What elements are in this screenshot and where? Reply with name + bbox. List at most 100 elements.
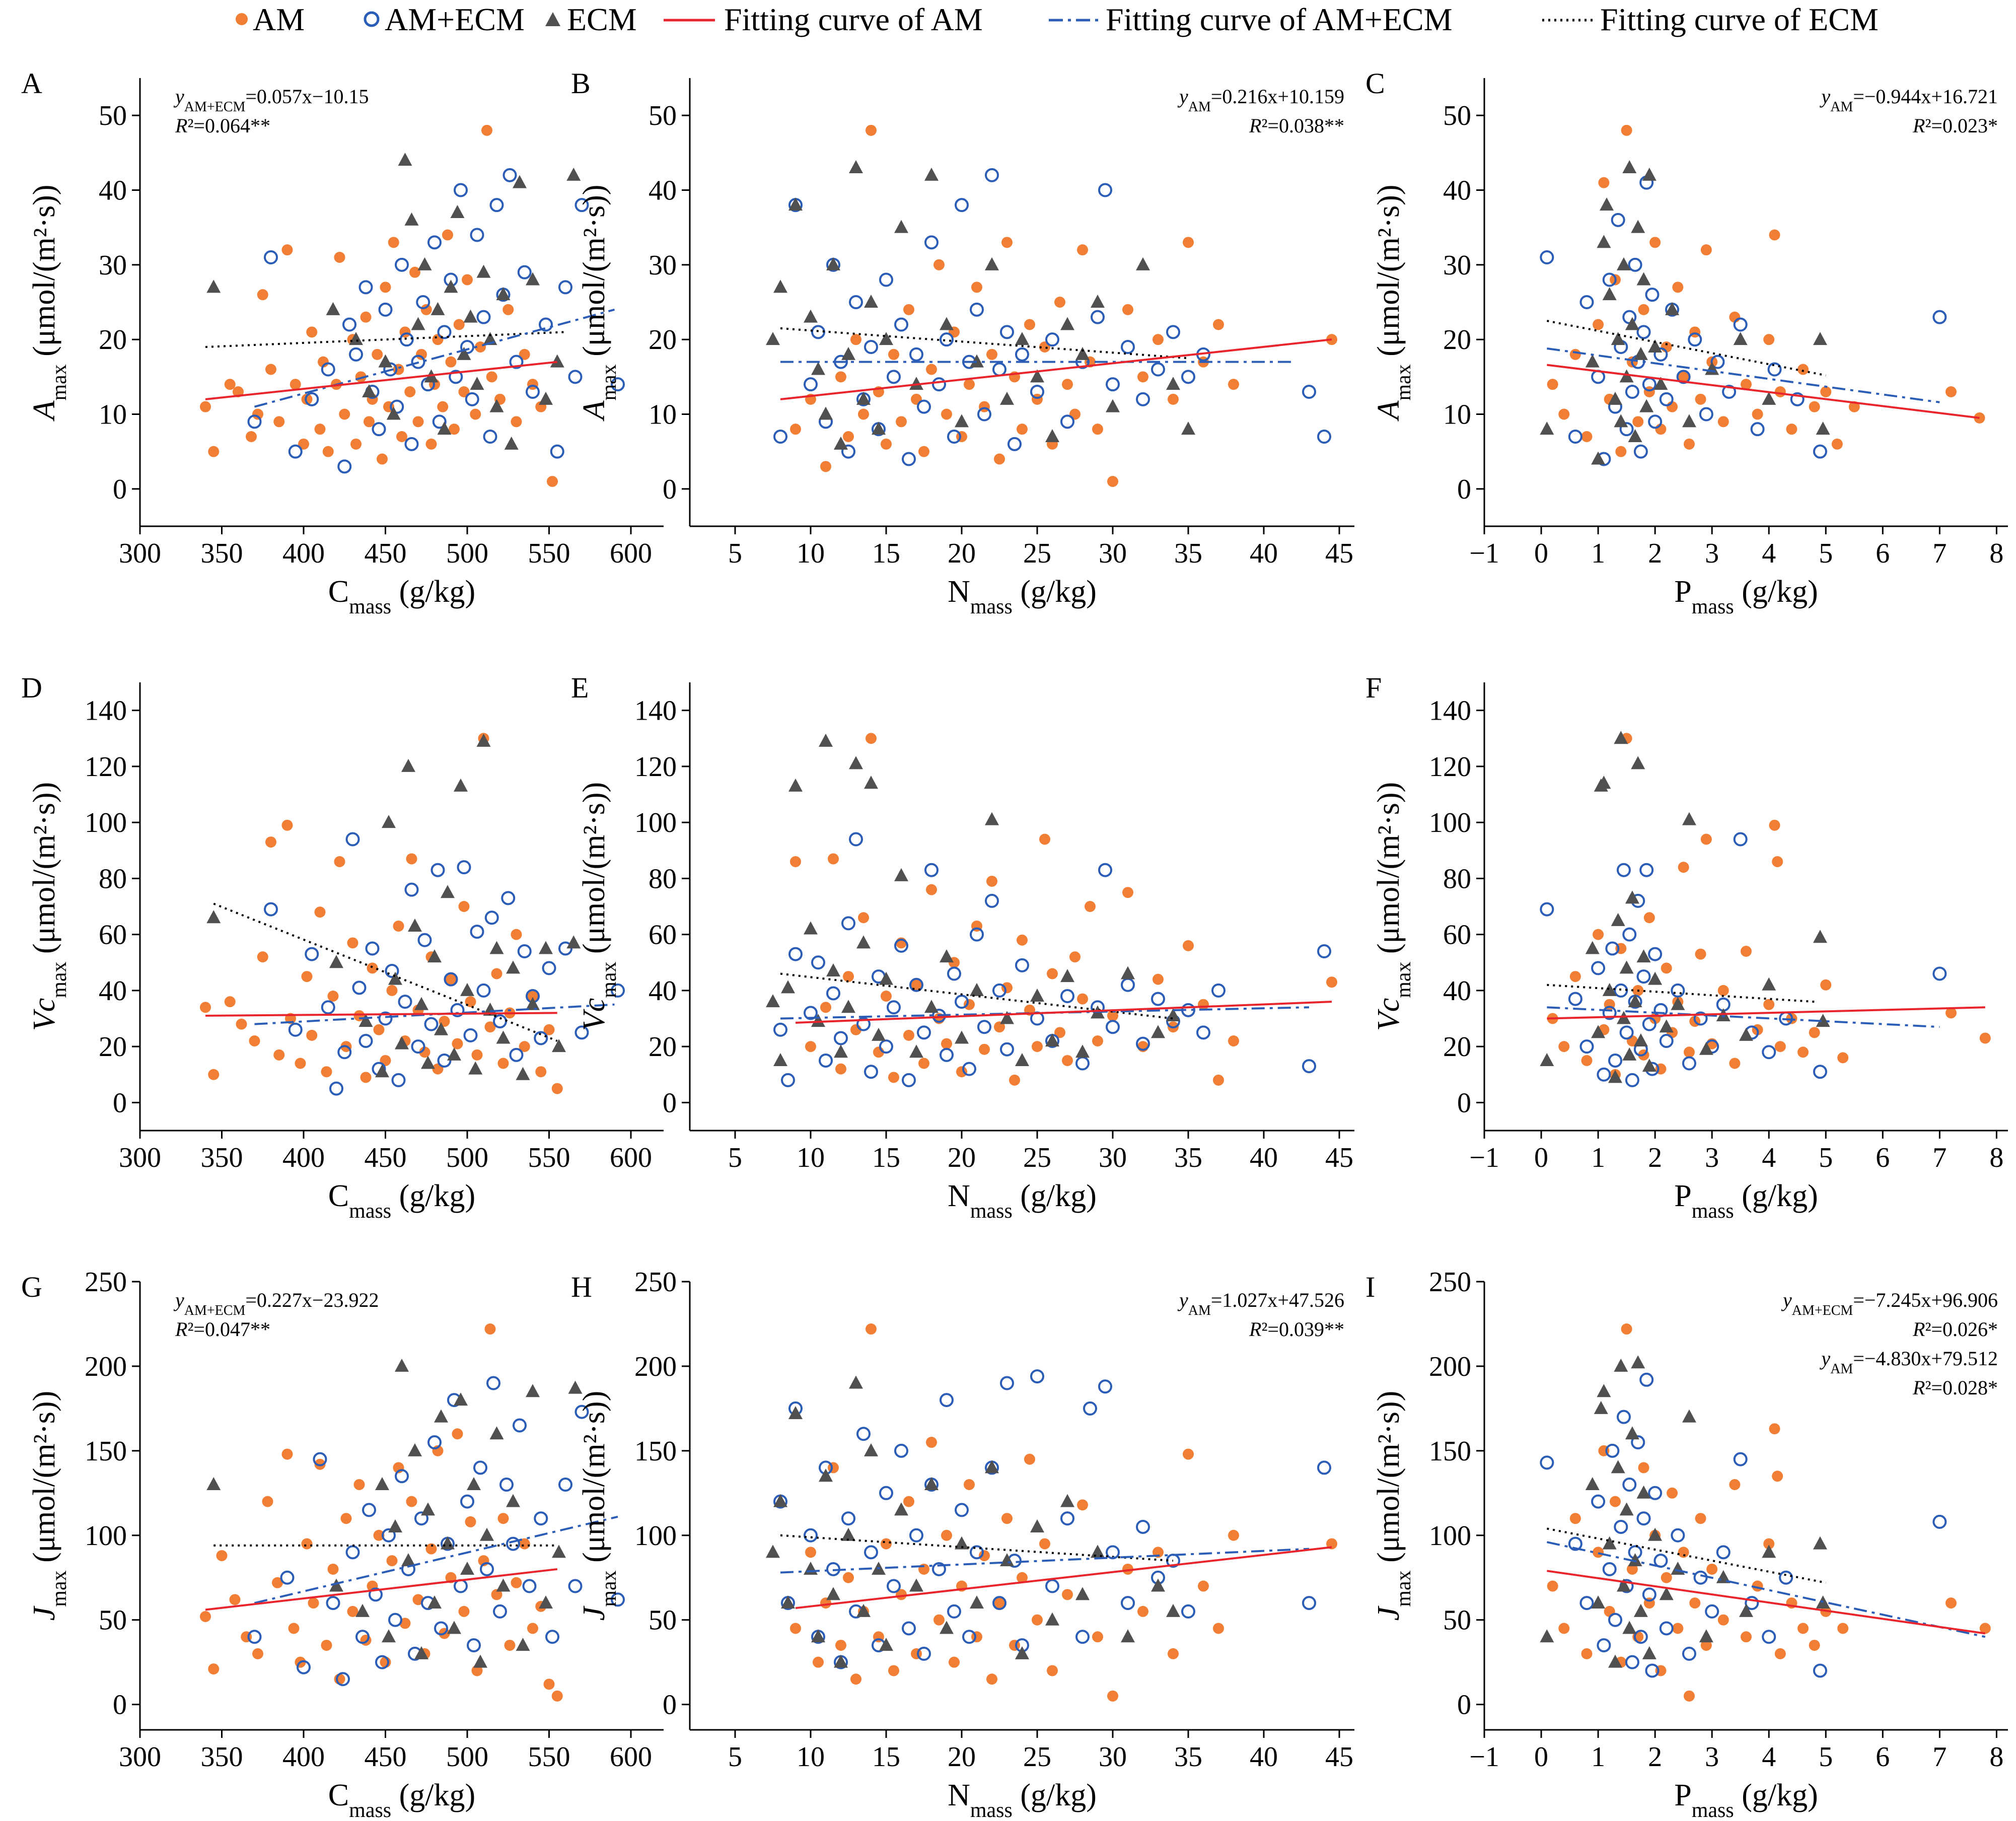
ecm-point xyxy=(1045,429,1059,442)
panel-letter: E xyxy=(571,671,589,704)
am-point xyxy=(1569,1513,1581,1524)
ecm-point xyxy=(1602,1536,1617,1550)
y-tick-label: 150 xyxy=(634,1436,677,1467)
amecm-point xyxy=(1602,1006,1617,1020)
am-point xyxy=(1643,912,1655,924)
am-point xyxy=(265,364,276,375)
am-point xyxy=(511,1577,522,1588)
ecm-point xyxy=(1739,1603,1753,1617)
ecm-point xyxy=(395,1358,409,1372)
x-tick-label: 350 xyxy=(201,1142,243,1173)
am-point xyxy=(1017,934,1028,946)
am-point xyxy=(1183,1448,1194,1460)
am-point xyxy=(1122,887,1133,898)
ecm-point xyxy=(1762,977,1776,991)
ecm-point xyxy=(1181,422,1195,435)
panel-d: D 300 350 400 450 500 550 600 0 20 40 60 80 100 120 140… xyxy=(21,671,664,1223)
amecm-point xyxy=(1136,392,1150,406)
ecm-point xyxy=(1608,1070,1622,1083)
am-point xyxy=(1945,1007,1957,1019)
ecm-point xyxy=(411,317,425,330)
panel-i: I −1 0 1 2 3 4 5 6 7 8 0 50 100 150 200 250 Pmass (g/kg) J… xyxy=(1365,1267,2008,1821)
panel-letter: H xyxy=(571,1271,592,1303)
x-tick-label: 2 xyxy=(1648,1142,1662,1173)
x-tick-label: 35 xyxy=(1174,1741,1202,1773)
ecm-point xyxy=(1166,377,1180,390)
ecm-point xyxy=(872,1027,886,1041)
am-point xyxy=(1717,1614,1729,1626)
amecm-point xyxy=(1659,392,1674,406)
amecm-point xyxy=(558,941,572,956)
fit-line-ecm xyxy=(1546,1527,1826,1584)
ecm-point xyxy=(1813,930,1827,943)
am-point xyxy=(347,937,358,949)
amecm-point xyxy=(1733,1452,1748,1466)
y-axis-label: Amax (μmol/(m²·s)) xyxy=(27,185,71,422)
x-tick-label: 1 xyxy=(1591,1741,1605,1773)
amecm-point xyxy=(1688,332,1702,347)
ecm-point xyxy=(468,1061,483,1075)
amecm-point xyxy=(611,377,625,392)
ecm-point xyxy=(1602,287,1617,301)
y-tick-label: 40 xyxy=(649,175,677,206)
x-tick-label: 450 xyxy=(365,1142,407,1173)
am-point xyxy=(1092,1035,1103,1046)
amecm-point xyxy=(1098,1379,1112,1394)
am-point xyxy=(353,1479,365,1491)
fit-line-amecm xyxy=(254,1003,615,1025)
ecm-point xyxy=(362,384,376,397)
amecm-point xyxy=(1633,1630,1648,1644)
ecm-point xyxy=(388,971,402,985)
ecm-point xyxy=(476,733,491,747)
amecm-point xyxy=(1716,1545,1731,1560)
x-tick-label: 7 xyxy=(1932,538,1947,569)
amecm-point xyxy=(506,1536,520,1551)
x-tick-label: 8 xyxy=(1989,538,2003,569)
amecm-point xyxy=(1075,1056,1090,1071)
y-tick-label: 100 xyxy=(1429,1520,1471,1552)
amecm-point xyxy=(372,422,386,437)
amecm-point xyxy=(909,347,923,362)
am-point xyxy=(1809,1027,1820,1038)
amecm-point xyxy=(1030,385,1044,399)
ecm-point xyxy=(1813,332,1827,345)
amecm-point xyxy=(550,444,564,459)
amecm-point xyxy=(773,1022,787,1037)
amecm-point xyxy=(955,995,969,1009)
am-point xyxy=(1979,1032,1991,1044)
ecm-point xyxy=(1659,1587,1674,1600)
amecm-point xyxy=(955,198,969,213)
x-tick-label: 45 xyxy=(1325,1142,1353,1173)
x-tick-label: 400 xyxy=(282,1741,325,1773)
am-point xyxy=(1558,1041,1570,1053)
amecm-point xyxy=(558,1478,572,1492)
amecm-point xyxy=(1699,407,1713,422)
am-point xyxy=(1039,1538,1050,1550)
ecm-point xyxy=(1616,257,1631,270)
am-point xyxy=(1774,1648,1786,1659)
legend-label-ecm: ECM xyxy=(567,2,637,37)
ecm-point xyxy=(773,279,787,293)
amecm-point xyxy=(1608,1053,1622,1068)
ecm-point xyxy=(516,1067,530,1080)
amecm-point xyxy=(1705,1604,1719,1619)
amecm-point xyxy=(1722,385,1737,399)
am-point xyxy=(432,334,444,345)
amecm-point xyxy=(1653,1003,1668,1017)
amecm-point xyxy=(1181,1604,1195,1619)
amecm-point xyxy=(473,1460,487,1475)
amecm-point xyxy=(486,1376,500,1390)
x-tick-label: 8 xyxy=(1989,1142,2003,1173)
x-tick-label: 450 xyxy=(365,1741,407,1773)
ecm-point xyxy=(1611,1460,1625,1474)
ecm-point xyxy=(454,778,468,792)
am-point xyxy=(843,431,854,442)
ecm-point xyxy=(1075,1044,1090,1058)
am-point xyxy=(425,1543,437,1555)
amecm-point xyxy=(894,938,908,953)
amecm-point xyxy=(864,1545,878,1560)
am-point xyxy=(452,1428,463,1440)
regression-equation: yAM+ECM=−7.245x+96.906 xyxy=(1781,1289,1998,1318)
am-point xyxy=(1077,993,1088,1005)
legend: AM AM+ECM ECM Fitting curve of AM Fittin… xyxy=(236,2,1879,37)
